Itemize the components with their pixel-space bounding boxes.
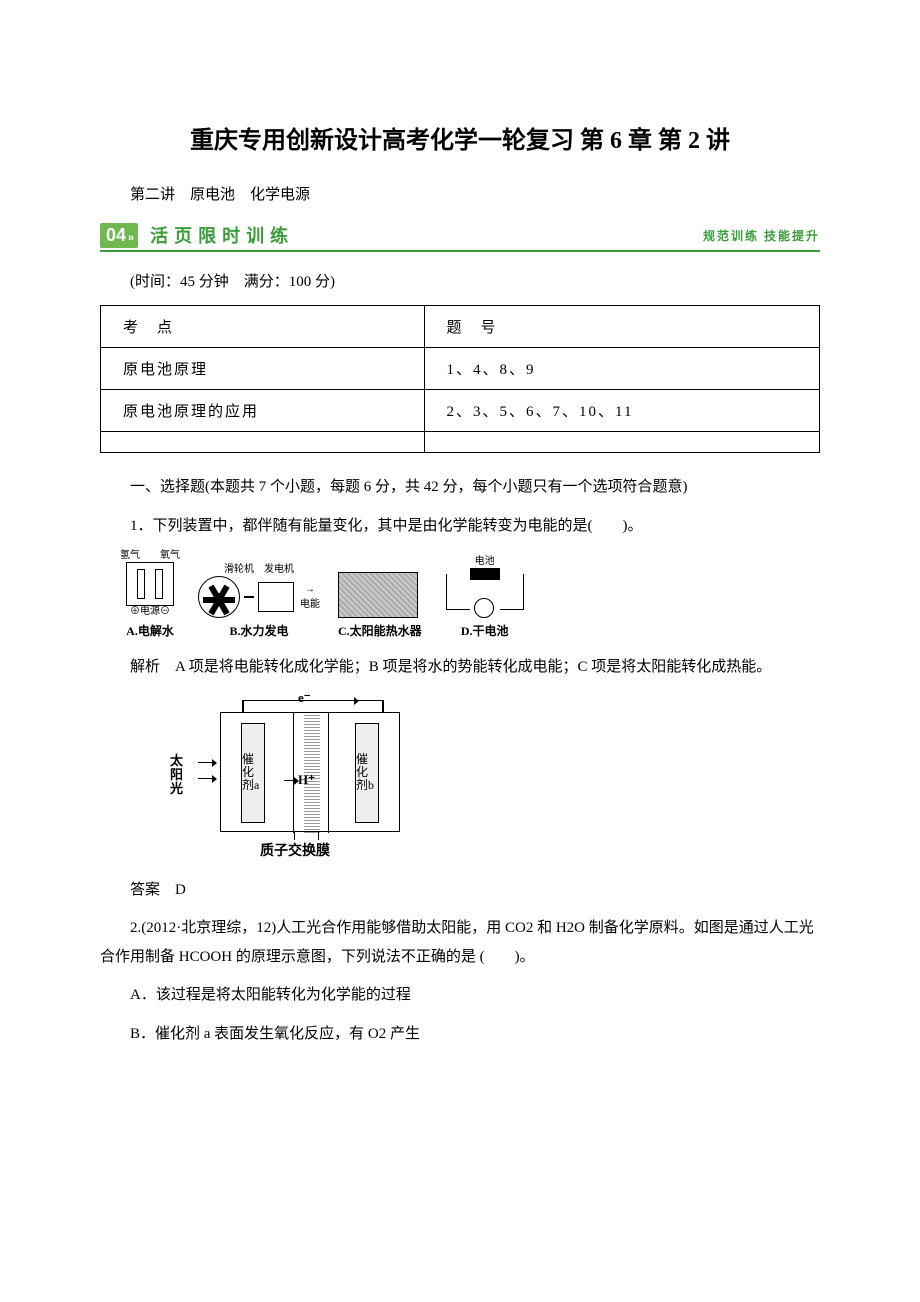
fig-a-caption: A.电解水: [120, 622, 180, 639]
sun-arrow-icon: [198, 778, 216, 780]
fig-b-labels: 滑轮机 发电机: [198, 564, 320, 576]
banner-right-text: 规范训练 技能提升: [703, 227, 820, 244]
table-row: [101, 432, 820, 453]
fig-d-caption: D.干电池: [440, 622, 530, 639]
banner-number: 04 »: [100, 223, 138, 248]
table-row: 原电池原理的应用 2、3、5、6、7、10、11: [101, 390, 820, 432]
catalyst-b: 催化剂b: [355, 723, 379, 823]
fig-a-power: ⊕电源⊖: [120, 606, 180, 618]
electrolysis-icon: [126, 562, 174, 606]
sun-arrow-icon: [198, 762, 216, 764]
battery-circuit-icon: [440, 568, 530, 618]
table-cell: 原电池原理: [101, 348, 425, 390]
q2-option-b: B．催化剂 a 表面发生氧化反应，有 O2 产生: [100, 1020, 820, 1049]
lecture-subtitle: 第二讲 原电池 化学电源: [100, 183, 820, 204]
hplus-label: H⁺: [298, 772, 315, 788]
question-1: 1．下列装置中，都伴随有能量变化，其中是由化学能转变为电能的是( )。: [100, 512, 820, 541]
table-header-cell: 考 点: [101, 306, 425, 348]
generator-icon: [258, 582, 294, 612]
question-2: 2.(2012·北京理综，12)人工光合作用能够借助太阳能，用 CO2 和 H2…: [100, 914, 820, 971]
page-title: 重庆专用创新设计高考化学一轮复习 第 6 章 第 2 讲: [100, 120, 820, 155]
catalyst-a: 催化剂a: [241, 723, 265, 823]
q1-explanation: 解析 A 项是将电能转化成化学能；B 项是将水的势能转化成电能；C 项是将太阳能…: [100, 653, 820, 682]
table-row: 考 点 题 号: [101, 306, 820, 348]
hplus-arrow-icon: [284, 780, 298, 782]
q2-option-a: A．该过程是将太阳能转化为化学能的过程: [100, 981, 820, 1010]
banner-label: 活页限时训练: [150, 222, 294, 248]
solar-panel-icon: [338, 572, 418, 618]
sunlight-label: 太阳光: [170, 754, 183, 797]
table-row: 原电池原理 1、4、8、9: [101, 348, 820, 390]
time-score-info: (时间：45 分钟 满分：100 分): [100, 270, 820, 291]
table-cell: [424, 432, 819, 453]
fig-c-caption: C.太阳能热水器: [338, 622, 422, 639]
table-header-cell: 题 号: [424, 306, 819, 348]
figure-c: C.太阳能热水器: [338, 572, 422, 639]
diagram-photosynthesis: e⁻ 催化剂a 催化剂b H⁺ 太阳光 质子交换膜: [170, 692, 430, 862]
section-intro: 一、选择题(本题共 7 个小题，每题 6 分，共 42 分，每个小题只有一个选项…: [100, 473, 820, 502]
section-banner: 04 » 活页限时训练 规范训练 技能提升: [100, 222, 820, 252]
fig-d-label: 电池: [440, 556, 530, 568]
table-cell: 1、4、8、9: [424, 348, 819, 390]
q1-answer: 答案 D: [100, 876, 820, 905]
banner-arrows-icon: »: [128, 232, 132, 244]
figure-row-1: 氢气 氧气 ⊕电源⊖ A.电解水 滑轮机 发电机 →电能 B.水力发电: [120, 550, 820, 639]
figure-b: 滑轮机 发电机 →电能 B.水力发电: [198, 564, 320, 639]
banner-left: 04 » 活页限时训练: [100, 222, 294, 248]
banner-number-text: 04: [106, 225, 126, 246]
figure-a: 氢气 氧气 ⊕电源⊖ A.电解水: [120, 550, 180, 639]
turbine-icon: [198, 576, 240, 618]
fig-a-labels: 氢气 氧气: [120, 550, 180, 562]
figure-d: 电池 D.干电池: [440, 556, 530, 639]
top-wire-icon: [242, 700, 382, 712]
fig-b-caption: B.水力发电: [198, 622, 320, 639]
table-cell: 2、3、5、6、7、10、11: [424, 390, 819, 432]
membrane-caption: 质子交换膜: [260, 840, 330, 860]
table-cell: 原电池原理的应用: [101, 390, 425, 432]
table-cell: [101, 432, 425, 453]
topic-table: 考 点 题 号 原电池原理 1、4、8、9 原电池原理的应用 2、3、5、6、7…: [100, 305, 820, 453]
